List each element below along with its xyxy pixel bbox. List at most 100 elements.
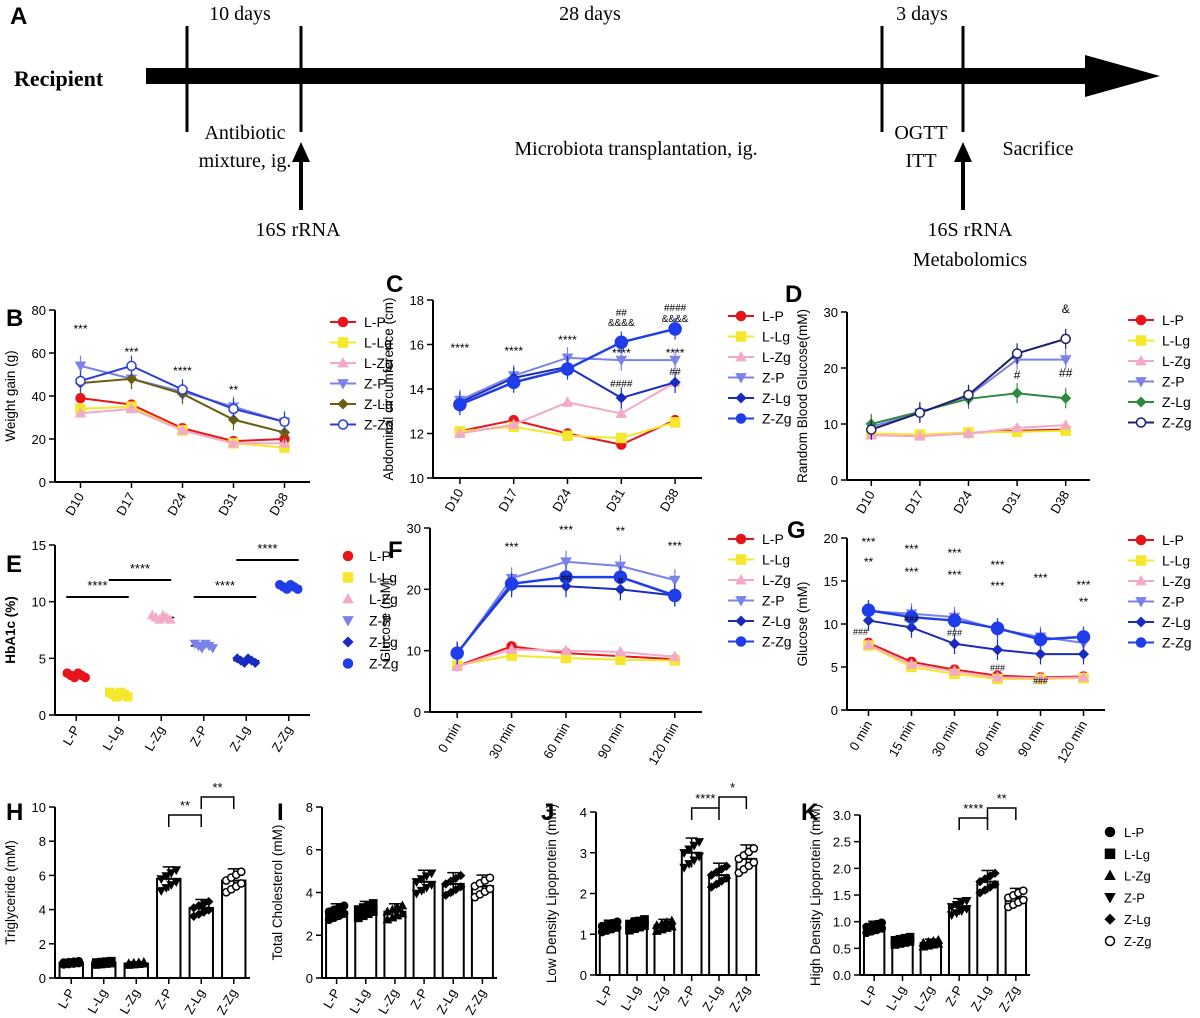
significance-label: # — [1014, 368, 1021, 382]
data-point — [694, 838, 705, 847]
legend-marker — [1135, 555, 1147, 566]
timeline-arrowhead — [1085, 55, 1160, 97]
legend-label: Z-Zg — [1162, 415, 1192, 431]
data-point — [914, 430, 926, 441]
y-tick-label: 10 — [410, 471, 424, 486]
data-point — [416, 886, 427, 896]
data-point — [411, 878, 422, 887]
legend-marker — [1135, 637, 1147, 648]
legend-marker — [735, 373, 747, 384]
chart-K: 0.0 0.5 1.0 1.5 2.0 2.5 3.0 High Density Lipopr… — [808, 791, 1151, 1014]
legend-label: L-Zg — [762, 349, 791, 365]
legend-marker — [1135, 335, 1147, 346]
data-point — [171, 878, 182, 887]
data-point — [171, 866, 182, 876]
y-axis-label: Low Density Lipoprotein (mM) — [544, 804, 559, 983]
y-tick-label: 1.0 — [833, 915, 851, 930]
significance-label: **** — [695, 791, 715, 806]
data-point — [956, 907, 967, 916]
panel-label-b: B — [6, 305, 23, 332]
data-point — [684, 860, 695, 869]
y-tick-label: 6 — [39, 868, 46, 883]
panel-label-k: K — [801, 799, 819, 826]
data-point — [669, 355, 681, 367]
significance-label: * — [730, 780, 735, 795]
legend-label: Z-Lg — [369, 634, 398, 650]
chart-B: 0 20 40 60 80 Weight gain (g) D10 D17 D24 D31 D38 L… — [3, 303, 394, 518]
data-point — [615, 392, 627, 404]
x-tick-label: 120 min — [1054, 718, 1090, 766]
significance-label: &&&& — [608, 318, 635, 329]
significance-label: *** — [1033, 571, 1047, 585]
legend-label: Z-P — [1124, 890, 1145, 905]
legend-label: L-Lg — [762, 329, 790, 345]
data-point — [861, 603, 876, 617]
x-tick-label: Z-Lg — [699, 983, 725, 1014]
y-tick-label: 0 — [580, 968, 587, 983]
data-point — [669, 376, 681, 388]
stage-label: mixture, ig. — [199, 150, 292, 172]
significance-bracket — [718, 796, 748, 809]
legend-label: L-Zg — [364, 355, 393, 371]
x-tick-label: 60 min — [540, 720, 573, 761]
y-tick-label: 12 — [410, 427, 424, 442]
panel-label-i: I — [277, 799, 284, 826]
series-line — [868, 619, 1084, 656]
data-point — [615, 654, 626, 666]
y-tick-label: 60 — [32, 346, 46, 361]
stage-label: OGTT — [894, 122, 947, 144]
significance-bracket — [958, 817, 989, 830]
legend-marker — [337, 419, 349, 430]
data-point — [877, 918, 887, 928]
data-point — [559, 570, 573, 584]
sampling-arrowhead — [954, 142, 972, 162]
significance-label: **** — [451, 341, 470, 355]
data-point — [951, 909, 962, 919]
data-point — [504, 577, 519, 591]
data-point — [74, 407, 87, 418]
data-point — [561, 396, 574, 407]
data-point — [293, 584, 303, 594]
y-tick-label: 0 — [39, 971, 46, 986]
legend-label: Z-P — [1162, 374, 1185, 390]
legend-label: Z-Lg — [364, 396, 393, 412]
data-point — [156, 887, 167, 896]
significance-label: **** — [257, 541, 277, 556]
legend-marker — [342, 572, 354, 583]
significance-label: # — [618, 576, 624, 587]
data-point — [507, 418, 520, 429]
legend-marker — [1104, 869, 1116, 880]
data-point — [689, 856, 700, 866]
panel-label-e: E — [6, 551, 22, 578]
y-tick-label: 3 — [580, 846, 587, 861]
data-point — [904, 610, 919, 624]
y-tick-label: 4 — [580, 805, 587, 820]
data-point — [1018, 895, 1028, 905]
legend-label: Z-Lg — [762, 390, 791, 406]
sampling-label: Metabolomics — [913, 249, 1028, 271]
significance-bracket — [168, 814, 202, 827]
x-tick-label: L-Lg — [618, 983, 644, 1013]
legend-marker — [1104, 893, 1116, 904]
stage-label: Antibiotic — [204, 122, 285, 144]
y-tick-label: 0 — [306, 971, 313, 986]
data-point — [75, 392, 86, 404]
y-tick-label: 10 — [32, 595, 46, 610]
y-tick-label: 0 — [831, 703, 838, 718]
data-point — [961, 905, 972, 914]
legend-marker — [735, 573, 747, 585]
significance-label: ## — [616, 308, 628, 319]
x-tick-label: D31 — [215, 490, 240, 518]
significance-label: ## — [1059, 366, 1073, 380]
significance-label: *** — [947, 546, 961, 560]
data-point — [933, 934, 944, 944]
data-point — [1034, 648, 1047, 660]
data-point — [368, 899, 378, 908]
legend-label: Z-Lg — [762, 613, 791, 629]
legend-marker — [735, 331, 747, 342]
x-tick-label: L-Lg — [99, 723, 125, 753]
legend-marker — [735, 392, 747, 404]
legend-marker — [1135, 377, 1147, 388]
legend-label: L-Zg — [369, 591, 398, 607]
